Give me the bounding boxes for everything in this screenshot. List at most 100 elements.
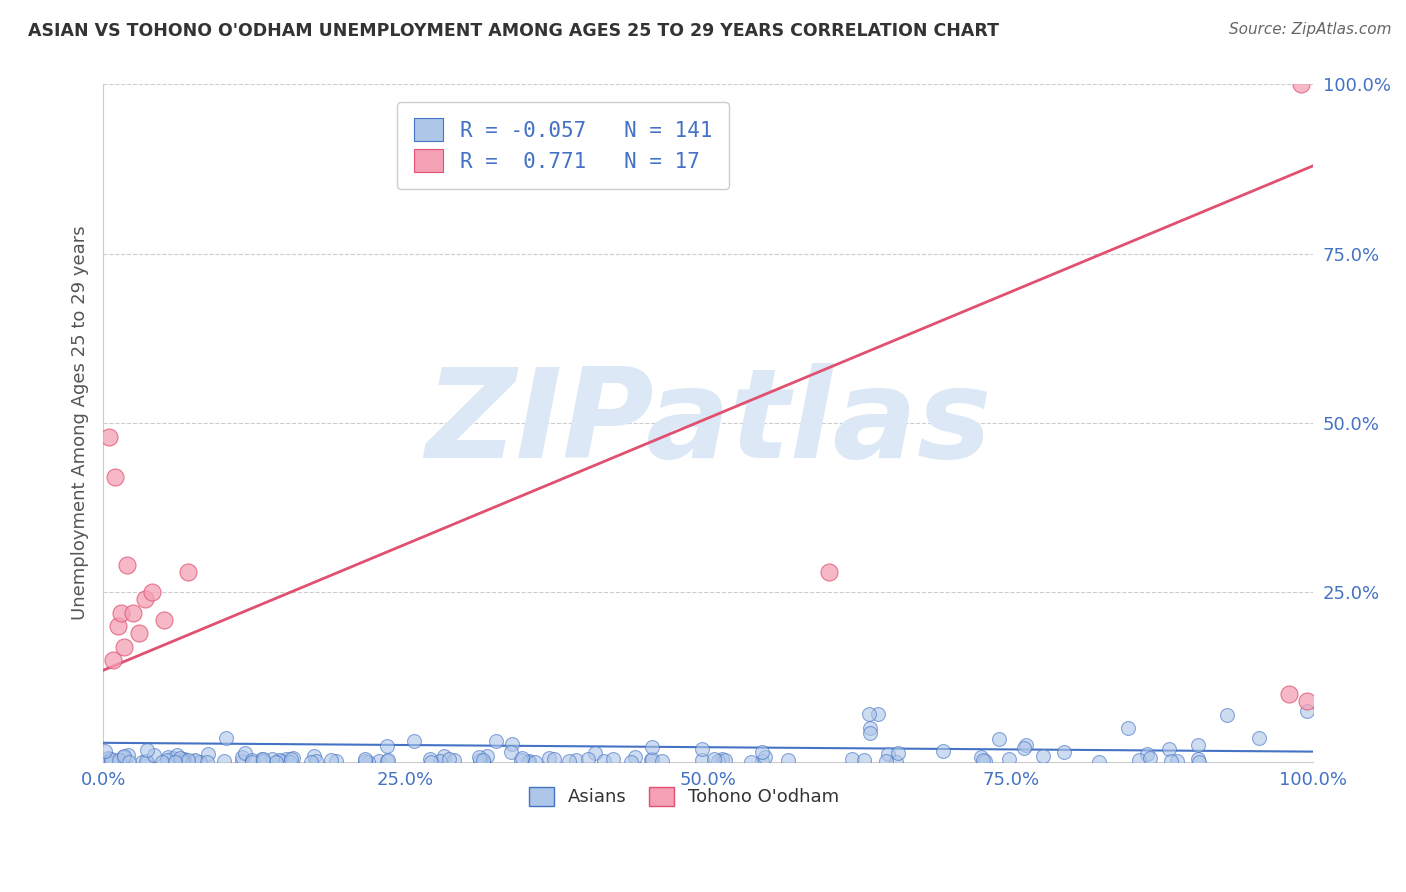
Point xyxy=(624,749,647,764)
Point xyxy=(325,754,347,768)
Point xyxy=(651,754,673,768)
Point xyxy=(974,754,997,768)
Point xyxy=(100,752,122,766)
Point xyxy=(112,748,135,763)
Point xyxy=(1053,745,1076,759)
Point xyxy=(543,752,565,766)
Point xyxy=(509,753,531,767)
Point xyxy=(172,755,194,769)
Point xyxy=(111,749,134,764)
Point xyxy=(305,754,328,768)
Point xyxy=(475,749,498,764)
Point xyxy=(1187,738,1209,752)
Point xyxy=(195,755,218,769)
Point xyxy=(751,754,773,768)
Point xyxy=(1187,751,1209,765)
Point xyxy=(1012,740,1035,755)
Point xyxy=(988,732,1011,747)
Point xyxy=(269,753,291,767)
Point xyxy=(1289,78,1312,92)
Point xyxy=(853,754,876,768)
Point xyxy=(357,755,380,769)
Point xyxy=(592,755,614,769)
Point xyxy=(368,754,391,768)
Point xyxy=(972,753,994,767)
Point xyxy=(162,751,184,765)
Point xyxy=(472,755,495,769)
Point xyxy=(1166,754,1188,768)
Point xyxy=(690,742,713,756)
Point xyxy=(818,565,841,579)
Point xyxy=(94,744,117,758)
Point xyxy=(443,753,465,767)
Point xyxy=(887,746,910,760)
Point xyxy=(703,752,725,766)
Point xyxy=(565,754,588,768)
Point xyxy=(215,731,238,746)
Point xyxy=(484,734,506,748)
Point xyxy=(714,753,737,767)
Point xyxy=(143,748,166,763)
Point xyxy=(150,755,173,769)
Point xyxy=(94,755,117,769)
Point xyxy=(231,750,253,764)
Point xyxy=(640,753,662,767)
Point xyxy=(141,585,163,599)
Point xyxy=(117,747,139,762)
Point xyxy=(640,752,662,766)
Point xyxy=(501,737,523,751)
Point xyxy=(707,754,730,768)
Point xyxy=(166,747,188,762)
Point xyxy=(711,752,734,766)
Point xyxy=(128,626,150,640)
Point xyxy=(501,745,523,759)
Point xyxy=(240,755,263,769)
Point xyxy=(108,753,131,767)
Point xyxy=(112,640,135,654)
Point xyxy=(252,752,274,766)
Point xyxy=(740,755,762,769)
Point xyxy=(354,752,377,766)
Point xyxy=(252,752,274,766)
Point xyxy=(1128,753,1150,767)
Point xyxy=(278,755,301,769)
Point xyxy=(841,752,863,766)
Point xyxy=(884,755,907,769)
Point xyxy=(173,752,195,766)
Point xyxy=(131,755,153,769)
Point xyxy=(252,754,274,768)
Point xyxy=(98,430,121,444)
Point xyxy=(104,470,127,484)
Point xyxy=(1296,694,1319,708)
Point xyxy=(970,749,993,764)
Point xyxy=(134,592,156,607)
Point xyxy=(299,755,322,769)
Text: ASIAN VS TOHONO O'ODHAM UNEMPLOYMENT AMONG AGES 25 TO 29 YEARS CORRELATION CHART: ASIAN VS TOHONO O'ODHAM UNEMPLOYMENT AMO… xyxy=(28,22,1000,40)
Point xyxy=(1247,731,1270,746)
Point xyxy=(433,748,456,763)
Point xyxy=(260,752,283,766)
Point xyxy=(429,754,451,768)
Point xyxy=(778,753,800,767)
Point xyxy=(135,743,157,757)
Y-axis label: Unemployment Among Ages 25 to 29 years: Unemployment Among Ages 25 to 29 years xyxy=(72,226,89,621)
Point xyxy=(169,751,191,765)
Point xyxy=(751,745,773,759)
Point xyxy=(156,753,179,767)
Point xyxy=(1136,747,1159,761)
Point xyxy=(197,747,219,761)
Point xyxy=(1032,749,1054,764)
Point xyxy=(122,606,145,620)
Point xyxy=(152,613,174,627)
Point xyxy=(1118,721,1140,735)
Point xyxy=(233,747,256,761)
Point xyxy=(240,754,263,768)
Point xyxy=(468,753,491,767)
Point xyxy=(375,754,398,768)
Point xyxy=(877,747,900,761)
Point xyxy=(558,755,581,769)
Point xyxy=(107,619,129,633)
Point xyxy=(214,754,236,768)
Point xyxy=(375,739,398,754)
Point xyxy=(1139,751,1161,765)
